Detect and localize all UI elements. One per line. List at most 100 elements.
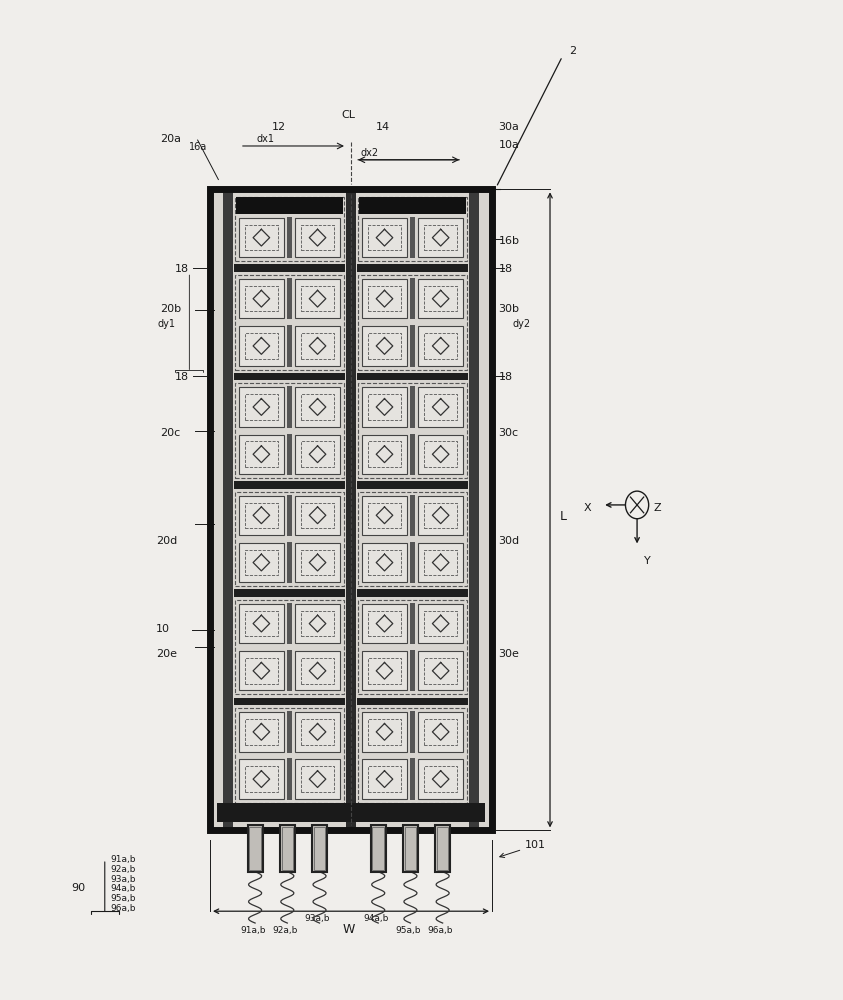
Bar	[245, 333, 278, 359]
Text: 18: 18	[175, 264, 190, 274]
Bar	[437, 827, 448, 870]
Text: dy1: dy1	[158, 319, 176, 329]
Bar	[239, 435, 283, 474]
Text: L: L	[560, 510, 567, 523]
Bar	[362, 759, 407, 799]
Bar	[280, 825, 295, 872]
Bar	[239, 759, 283, 799]
Bar	[287, 386, 292, 428]
Bar	[295, 543, 340, 582]
Bar	[245, 611, 278, 636]
Bar	[287, 278, 292, 319]
Bar	[362, 543, 407, 582]
Bar	[245, 550, 278, 575]
Bar	[368, 333, 401, 359]
Text: 12: 12	[272, 122, 287, 132]
Bar	[424, 719, 457, 745]
Bar	[418, 387, 463, 427]
Bar	[295, 326, 340, 366]
Text: 96a,b: 96a,b	[110, 904, 136, 913]
Bar	[368, 225, 401, 250]
Bar	[362, 218, 407, 257]
Bar	[245, 225, 278, 250]
Bar	[358, 492, 467, 586]
Bar	[368, 719, 401, 745]
Bar	[410, 217, 415, 258]
Bar	[217, 803, 486, 822]
Bar	[245, 503, 278, 528]
Bar	[362, 712, 407, 752]
Text: 10: 10	[156, 624, 170, 634]
Bar	[424, 394, 457, 420]
Bar	[362, 279, 407, 318]
Circle shape	[626, 491, 648, 519]
Bar	[424, 766, 457, 792]
Bar	[245, 286, 278, 311]
Bar	[295, 759, 340, 799]
Bar	[235, 600, 344, 694]
Bar	[410, 603, 415, 644]
Text: 20c: 20c	[160, 428, 180, 438]
Bar	[287, 434, 292, 475]
Bar	[362, 496, 407, 535]
Bar	[410, 325, 415, 367]
Text: 92a,b: 92a,b	[110, 865, 136, 874]
Text: 96a,b: 96a,b	[427, 926, 454, 935]
Bar	[210, 189, 492, 830]
Text: 16a: 16a	[190, 142, 207, 152]
Bar	[287, 603, 292, 644]
Bar	[235, 492, 344, 586]
Text: 10a: 10a	[498, 140, 519, 150]
Bar	[357, 264, 468, 272]
Bar	[418, 326, 463, 366]
Bar	[245, 394, 278, 420]
Bar	[301, 611, 334, 636]
Bar	[410, 711, 415, 753]
Text: W: W	[343, 923, 355, 936]
Bar	[373, 827, 384, 870]
Text: 20b: 20b	[160, 304, 181, 314]
Text: 2: 2	[569, 46, 577, 56]
Bar	[312, 825, 327, 872]
Bar	[405, 827, 416, 870]
Bar	[368, 286, 401, 311]
Bar	[295, 496, 340, 535]
Bar	[295, 651, 340, 690]
Text: 93a,b: 93a,b	[110, 875, 136, 884]
Bar	[245, 766, 278, 792]
Bar	[287, 650, 292, 691]
Text: 93a,b: 93a,b	[304, 914, 330, 923]
Bar	[301, 550, 334, 575]
Bar	[245, 658, 278, 684]
Bar	[287, 711, 292, 753]
Bar	[418, 435, 463, 474]
Bar	[239, 651, 283, 690]
Bar	[236, 197, 343, 214]
Bar	[282, 827, 293, 870]
Bar	[295, 435, 340, 474]
Bar	[301, 333, 334, 359]
Bar	[424, 550, 457, 575]
Bar	[346, 189, 357, 830]
Bar	[301, 658, 334, 684]
Bar	[418, 651, 463, 690]
Bar	[410, 278, 415, 319]
Bar	[295, 218, 340, 257]
Bar	[418, 604, 463, 643]
Bar	[424, 225, 457, 250]
Bar	[234, 481, 345, 489]
Bar	[359, 197, 466, 214]
Bar	[245, 441, 278, 467]
Bar	[301, 225, 334, 250]
Bar	[362, 604, 407, 643]
Bar	[239, 543, 283, 582]
Text: 20d: 20d	[156, 536, 177, 546]
Bar	[368, 611, 401, 636]
Bar	[234, 373, 345, 380]
Bar	[410, 542, 415, 583]
Text: 20e: 20e	[156, 649, 177, 659]
Bar	[234, 264, 345, 272]
Bar	[368, 550, 401, 575]
Text: X: X	[584, 503, 592, 513]
Bar	[418, 218, 463, 257]
